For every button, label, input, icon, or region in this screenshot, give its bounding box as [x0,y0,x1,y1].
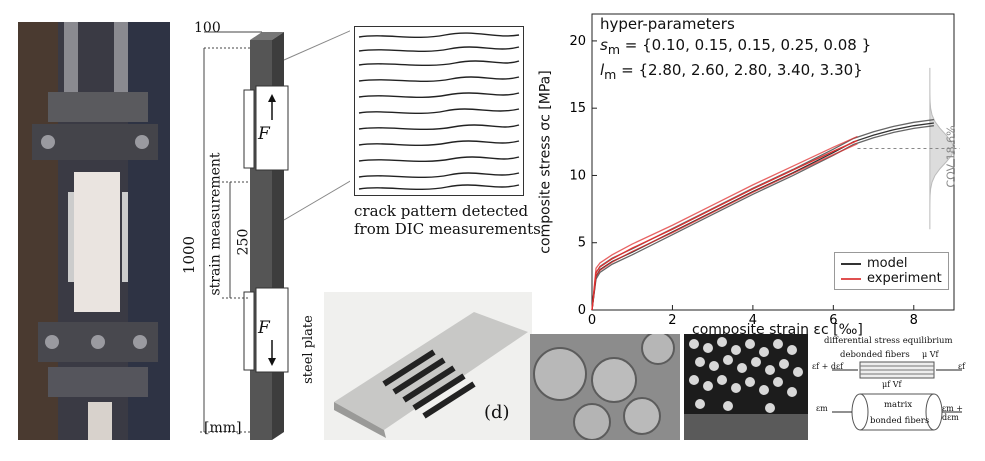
legend-swatch-model [841,262,861,265]
schematic-eps-m-left: εm [816,404,828,413]
force-label-bottom: F [258,318,270,338]
legend-swatch-experiment [841,277,861,280]
series-experiment-line-1 [591,135,858,311]
micrograph-right [684,334,808,440]
x-tick-label-8: 8 [910,313,918,328]
hyper-s-row: sm = {0.10, 0.15, 0.15, 0.25, 0.08 } [600,35,871,60]
schematic-bonded: bonded fibers [870,416,930,426]
schematic-matrix: matrix [884,400,913,410]
series-model-line-2 [591,125,934,311]
schematic-title: differential stress equilibrium [824,336,953,346]
crack-pattern-image [354,26,524,196]
steel-plate-label: steel plate [300,315,316,384]
y-tick-label-15: 15 [569,101,586,116]
x-tick-label-0: 0 [588,313,596,328]
micrograph-left [530,334,680,440]
hyper-s-values: = {0.10, 0.15, 0.15, 0.25, 0.08 } [624,36,872,54]
y-tick-label-0: 0 [578,303,586,318]
series-experiment-line-2 [591,143,858,311]
dim-top-label: 100 [194,20,221,36]
hyper-parameters: hyper-parameters sm = {0.10, 0.15, 0.15,… [600,14,871,85]
dim-gauge-label: 250 [235,228,252,256]
hyper-s-sub: m [607,42,621,57]
hyper-l-label: l [600,61,605,79]
schematic-eps-f-left: εf + dεf [812,362,844,371]
y-tick-label-10: 10 [569,168,586,183]
strain-measurement-label: strain measurement [207,152,224,296]
x-tick-label-2: 2 [668,313,676,328]
unit-label: [mm] [204,420,242,436]
hyper-l-row: lm = {2.80, 2.60, 2.80, 3.40, 3.30} [600,60,871,85]
hyper-l-values: = {2.80, 2.60, 2.80, 3.40, 3.30} [621,61,863,79]
crack-caption-line1: crack pattern detected [354,202,529,220]
schematic-eps-m-right: εm + dεm [942,404,963,422]
legend-item-model: model [841,256,942,271]
force-label-top: F [258,124,270,144]
crack-caption-line2: from DIC measurements [354,220,541,238]
schematic-eps-f-right: εf [958,362,966,371]
chart-ylabel: composite stress σc [MPa] [537,70,554,254]
schematic-mu-v: μ Vf [922,350,939,359]
y-tick-label-5: 5 [578,236,586,251]
legend-item-experiment: experiment [841,271,942,286]
schematic-mu-f: μf Vf [882,380,902,389]
stress-equilibrium-schematic: differential stress equilibrium debonded… [812,336,982,448]
schematic-debonded: debonded fibers [840,350,910,360]
cov-label: COV 18.6% [944,125,958,188]
textile-label: (d) [484,402,510,423]
specimen-diagram: 100 1000 strain measurement 250 F F stee… [180,20,353,445]
legend-label-model: model [867,256,908,271]
series-experiment-line-0 [591,139,858,311]
x-tick-label-6: 6 [829,313,837,328]
y-tick-label-20: 20 [569,34,586,49]
dim-height-label: 1000 [180,235,199,275]
textile-photo [324,292,532,440]
x-tick-label-4: 4 [749,313,757,328]
hyper-s-label: s [600,36,608,54]
hyper-l-sub: m [604,67,617,82]
chart-legend: model experiment [834,252,949,290]
test-setup-photo [18,22,170,440]
legend-label-experiment: experiment [867,271,942,286]
hyper-title: hyper-parameters [600,15,735,33]
